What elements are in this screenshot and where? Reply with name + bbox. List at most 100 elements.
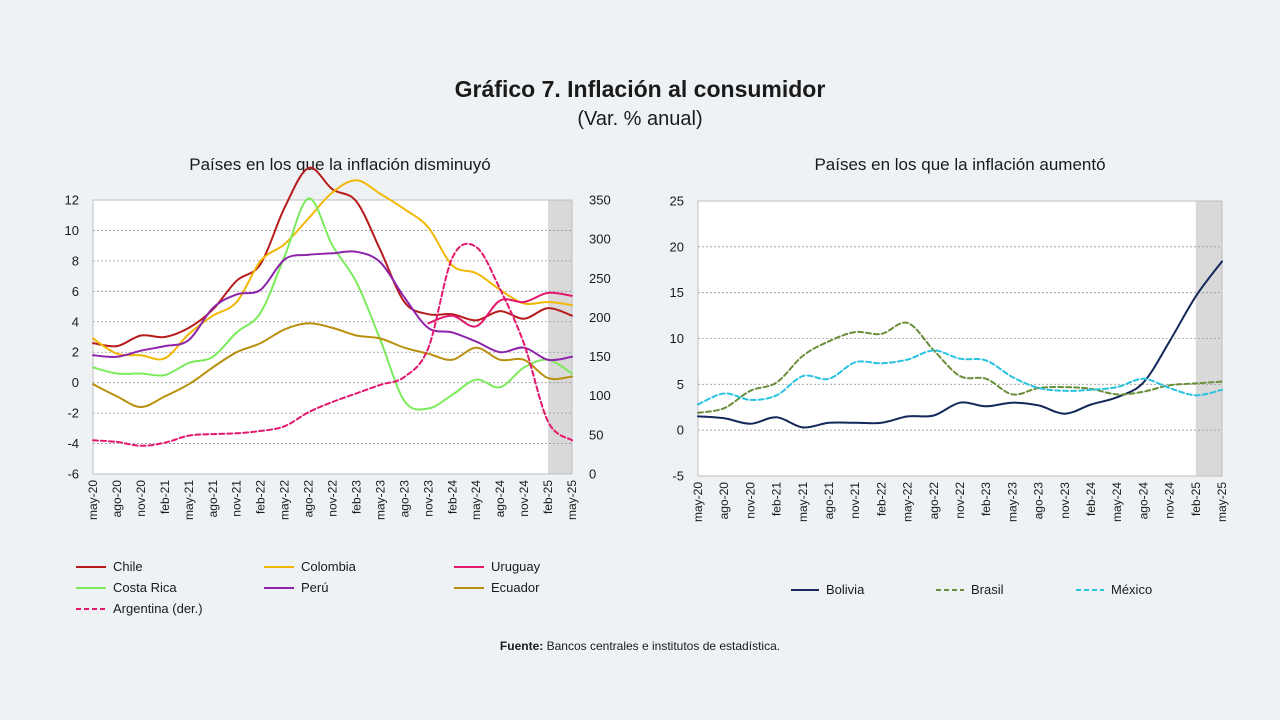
y-tick-label: 6	[72, 284, 79, 299]
series-line-ecuador	[92, 322, 573, 408]
right-panel-title: Países en los que la inflación aumentó	[814, 155, 1106, 174]
source-text: Bancos centrales e institutos de estadís…	[546, 639, 781, 653]
legend-label: Argentina (der.)	[113, 601, 203, 616]
x-tick-label: nov-24	[1163, 482, 1177, 519]
x-tick-label: nov-22	[953, 482, 967, 519]
legend-swatch	[264, 565, 294, 568]
legend-item-mexico: México	[1075, 582, 1152, 597]
y2-tick-label: 0	[589, 467, 596, 482]
y-tick-label: 15	[670, 285, 684, 300]
legend-label: Colombia	[301, 559, 356, 574]
x-tick-label: nov-20	[134, 480, 148, 517]
x-tick-label: ago-24	[1136, 482, 1150, 520]
y2-tick-label: 350	[589, 193, 611, 208]
x-tick-label: ago-22	[302, 480, 316, 518]
legend-item-bolivia: Bolivia	[790, 582, 864, 597]
shaded-region	[1195, 201, 1222, 476]
y-tick-label: -2	[67, 406, 79, 421]
y-tick-label: 2	[72, 345, 79, 360]
x-tick-label: nov-23	[421, 480, 435, 517]
x-tick-label: feb-23	[349, 480, 363, 514]
x-tick-label: may-24	[1110, 482, 1124, 522]
x-tick-label: ago-21	[822, 482, 836, 520]
legend-item-ecuador: Ecuador	[453, 580, 539, 595]
x-tick-label: nov-20	[743, 482, 757, 519]
x-tick-label: may-21	[182, 480, 196, 520]
y2-tick-label: 250	[589, 271, 611, 286]
x-tick-label: ago-23	[1032, 482, 1046, 520]
legend-swatch	[1076, 588, 1104, 591]
left-panel-title: Países en los que la inflación disminuyó	[189, 155, 491, 174]
chart-title: Gráfico 7. Inflación al consumidor	[454, 76, 826, 102]
legend-item-argentina-der: Argentina (der.)	[75, 601, 203, 616]
chart-subtitle: (Var. % anual)	[577, 108, 703, 130]
series-line-argentina-der	[92, 242, 573, 447]
x-tick-label: ago-21	[206, 480, 220, 518]
legend-swatch	[454, 586, 484, 589]
y-tick-label: 0	[677, 423, 684, 438]
x-tick-label: feb-21	[158, 480, 172, 514]
x-tick-label: feb-24	[1084, 482, 1098, 516]
y2-tick-label: 200	[589, 310, 611, 325]
y-tick-label: -6	[67, 467, 79, 482]
source-label: Fuente:	[499, 639, 544, 653]
x-tick-label: feb-25	[541, 480, 555, 514]
x-tick-label: feb-23	[979, 482, 993, 516]
x-tick-label: nov-23	[1058, 482, 1072, 519]
legend-swatch	[791, 588, 819, 591]
x-tick-label: may-24	[469, 480, 483, 520]
legend-item-peru: Perú	[263, 580, 328, 595]
legend-label: Uruguay	[491, 559, 541, 574]
y-tick-label: 10	[65, 223, 79, 238]
y-tick-label: 25	[670, 194, 684, 209]
y-tick-label: 0	[72, 375, 79, 390]
y-tick-label: 4	[72, 314, 79, 329]
x-tick-label: may-23	[1005, 482, 1019, 522]
legend-label: Ecuador	[491, 580, 540, 595]
source-note: Fuente: Bancos centrales e institutos de…	[0, 639, 1280, 653]
series-line-peru	[92, 250, 573, 362]
legend-swatch	[936, 588, 964, 591]
plot-frame	[92, 199, 573, 475]
x-tick-label: may-25	[1215, 482, 1229, 522]
series-line-bolivia	[697, 260, 1223, 429]
legend-swatch	[76, 565, 106, 568]
legend-item-colombia: Colombia	[263, 559, 356, 574]
x-tick-label: nov-22	[326, 480, 340, 517]
legend-label: Brasil	[971, 582, 1004, 597]
series-line-uruguay	[427, 291, 573, 328]
x-tick-label: feb-21	[770, 482, 784, 516]
legend-label: Costa Rica	[113, 580, 177, 595]
x-tick-label: feb-25	[1189, 482, 1203, 516]
legend-swatch	[264, 586, 294, 589]
y-tick-label: 20	[670, 239, 684, 254]
plot-frame	[697, 200, 1223, 477]
x-tick-label: feb-22	[874, 482, 888, 516]
legend-label: Bolivia	[826, 582, 865, 597]
x-tick-label: may-20	[86, 480, 100, 520]
y-tick-label: 10	[670, 331, 684, 346]
y2-tick-label: 150	[589, 349, 611, 364]
x-tick-label: feb-24	[445, 480, 459, 514]
y-tick-label: -5	[672, 469, 684, 484]
series-line-brasil	[697, 321, 1223, 414]
x-tick-label: nov-21	[230, 480, 244, 517]
x-tick-label: ago-20	[717, 482, 731, 520]
series-line-colombia	[92, 179, 573, 361]
x-tick-label: ago-24	[493, 480, 507, 518]
x-tick-label: may-23	[373, 480, 387, 520]
x-tick-label: may-22	[278, 480, 292, 520]
x-tick-label: may-22	[901, 482, 915, 522]
x-tick-label: ago-22	[927, 482, 941, 520]
x-tick-label: may-20	[691, 482, 705, 522]
legend-swatch	[76, 607, 106, 610]
x-tick-label: feb-22	[254, 480, 268, 514]
legend-label: México	[1111, 582, 1153, 597]
series-line-mexico	[697, 349, 1223, 406]
x-tick-label: may-21	[796, 482, 810, 522]
y2-tick-label: 50	[589, 427, 603, 442]
legend-swatch	[454, 565, 484, 568]
y-tick-label: 12	[65, 193, 79, 208]
shaded-region	[548, 200, 572, 474]
